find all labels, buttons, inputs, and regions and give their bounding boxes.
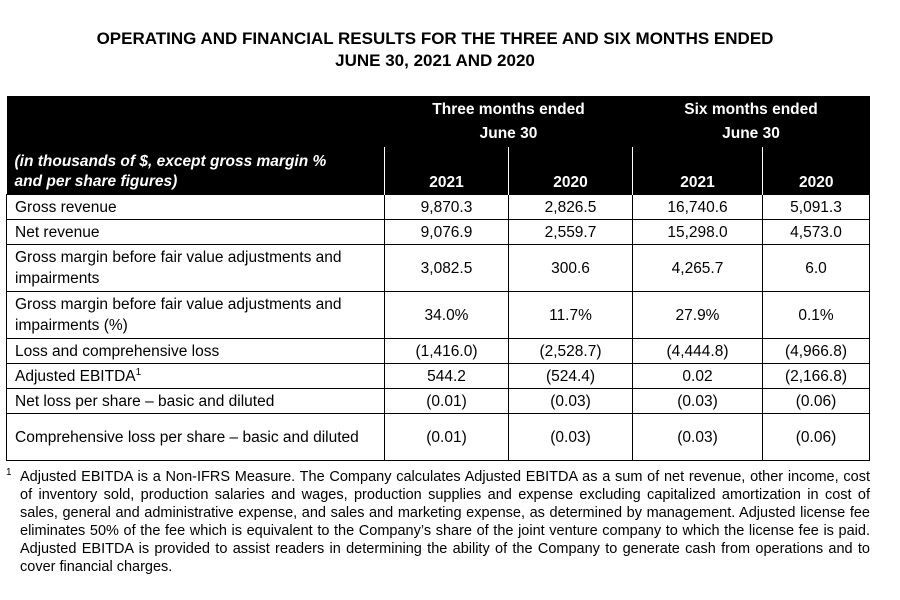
row-label: Loss and comprehensive loss: [6, 338, 385, 364]
table-cell: (0.06): [762, 388, 870, 414]
table-cell: 34.0%: [384, 291, 509, 339]
table-cell: (0.03): [632, 388, 763, 414]
table-row: Net loss per share – basic and diluted (…: [6, 388, 870, 414]
header-row-years: (in thousands of $, except gross margin …: [6, 147, 870, 195]
year-header: 2021: [384, 147, 509, 195]
table-cell: 0.02: [632, 363, 763, 389]
table-cell: (0.06): [762, 413, 870, 461]
row-label-ebitda: Adjusted EBITDA1: [6, 363, 385, 389]
table-cell: 2,559.7: [508, 219, 633, 245]
six-months-line-2: June 30: [722, 125, 780, 142]
row-label: Net loss per share – basic and diluted: [6, 388, 385, 414]
six-months-line-1: Six months ended: [684, 101, 818, 118]
table-cell: (0.01): [384, 413, 509, 461]
footnote-mark: 1: [6, 467, 12, 478]
title-line-2: JUNE 30, 2021 AND 2020: [335, 51, 535, 70]
header-blank-cell: [6, 96, 385, 147]
table-cell: 16,740.6: [632, 194, 763, 220]
table-cell: (4,966.8): [762, 338, 870, 364]
table-cell: 4,573.0: [762, 219, 870, 245]
row-label-header-line-1: (in thousands of $, except gross margin …: [14, 153, 327, 170]
row-label-text: Adjusted EBITDA: [15, 367, 136, 385]
table-row: Gross margin before fair value adjustmen…: [6, 244, 870, 292]
year-header: 2020: [508, 147, 633, 195]
footnote-text: Adjusted EBITDA is a Non-IFRS Measure. T…: [20, 469, 870, 575]
table-row: Gross margin before fair value adjustmen…: [6, 291, 870, 339]
page-title: OPERATING AND FINANCIAL RESULTS FOR THE …: [0, 28, 870, 72]
table-cell: 9,870.3: [384, 194, 509, 220]
three-months-line-1: Three months ended: [432, 101, 585, 118]
table-cell: (0.01): [384, 388, 509, 414]
table-cell: 544.2: [384, 363, 509, 389]
header-six-months: Six months ended June 30: [632, 96, 870, 147]
footnote-reference: 1: [135, 366, 142, 378]
row-label: Gross revenue: [6, 194, 385, 220]
table-cell: 3,082.5: [384, 244, 509, 292]
table-cell: (4,444.8): [632, 338, 763, 364]
year-header: 2021: [632, 147, 763, 195]
table-cell: 300.6: [508, 244, 633, 292]
table-row: Net revenue 9,076.9 2,559.7 15,298.0 4,5…: [6, 219, 870, 245]
table-cell: (0.03): [508, 388, 633, 414]
table-row: Gross revenue 9,870.3 2,826.5 16,740.6 5…: [6, 194, 870, 220]
table-cell: 11.7%: [508, 291, 633, 339]
row-label: Net revenue: [6, 219, 385, 245]
row-label: Gross margin before fair value adjustmen…: [6, 291, 385, 339]
table-cell: (0.03): [508, 413, 633, 461]
table-row: Loss and comprehensive loss (1,416.0) (2…: [6, 338, 870, 364]
footnote: 1 Adjusted EBITDA is a Non-IFRS Measure.…: [6, 467, 870, 576]
table-cell: (0.03): [632, 413, 763, 461]
row-label-header-line-2: and per share figures): [14, 173, 178, 190]
table-row: Adjusted EBITDA1 544.2 (524.4) 0.02 (2,1…: [6, 363, 870, 389]
table-cell: (1,416.0): [384, 338, 509, 364]
table-cell: 9,076.9: [384, 219, 509, 245]
table-cell: (524.4): [508, 363, 633, 389]
table-cell: 6.0: [762, 244, 870, 292]
table-cell: 5,091.3: [762, 194, 870, 220]
table-cell: 4,265.7: [632, 244, 763, 292]
table-cell: (2,166.8): [762, 363, 870, 389]
table-row: Comprehensive loss per share – basic and…: [6, 413, 870, 461]
row-label: Gross margin before fair value adjustmen…: [6, 244, 385, 292]
three-months-line-2: June 30: [479, 125, 538, 142]
header-three-months: Three months ended June 30: [384, 96, 633, 147]
year-header: 2020: [762, 147, 870, 195]
table-cell: 15,298.0: [632, 219, 763, 245]
table-cell: 2,826.5: [508, 194, 633, 220]
title-line-1: OPERATING AND FINANCIAL RESULTS FOR THE …: [96, 29, 774, 48]
table-cell: (2,528.7): [508, 338, 633, 364]
table-cell: 0.1%: [762, 291, 870, 339]
header-row-periods: Three months ended June 30 Six months en…: [6, 96, 870, 147]
table-cell: 27.9%: [632, 291, 763, 339]
row-label-header: (in thousands of $, except gross margin …: [6, 147, 385, 195]
row-label: Comprehensive loss per share – basic and…: [6, 413, 385, 461]
financial-results-table: Three months ended June 30 Six months en…: [6, 96, 870, 461]
